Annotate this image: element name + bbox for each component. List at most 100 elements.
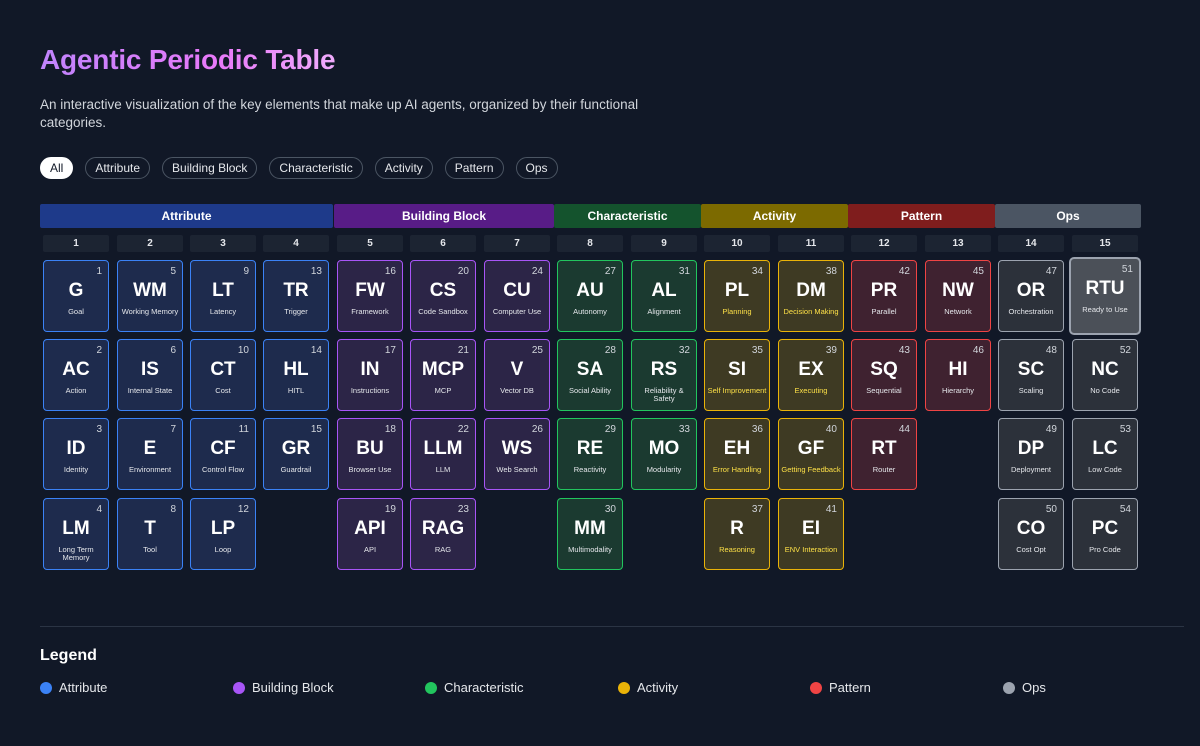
element-cell-hl[interactable]: 14 HL HITL bbox=[263, 339, 329, 411]
element-cell-sa[interactable]: 28 SA Social Ability bbox=[557, 339, 623, 411]
element-cell-gr[interactable]: 15 GR Guardrail bbox=[263, 418, 329, 490]
element-number: 27 bbox=[604, 266, 616, 277]
element-cell-lp[interactable]: 12 LP Loop bbox=[190, 498, 256, 570]
element-cell-rt[interactable]: 44 RT Router bbox=[851, 418, 917, 490]
element-cell-al[interactable]: 31 AL Alignment bbox=[631, 260, 697, 332]
filter-chip-attribute[interactable]: Attribute bbox=[85, 157, 151, 179]
element-cell-dm[interactable]: 38 DM Decision Making bbox=[778, 260, 844, 332]
element-cell-si[interactable]: 35 SI Self Improvement bbox=[704, 339, 770, 411]
category-header-building: Building Block bbox=[334, 204, 554, 228]
filter-chip-ops[interactable]: Ops bbox=[515, 157, 558, 179]
element-number: 17 bbox=[384, 345, 396, 356]
element-cell-rtu[interactable]: 51 RTU Ready to Use bbox=[1070, 258, 1140, 334]
element-number: 11 bbox=[238, 424, 249, 435]
element-cell-ac[interactable]: 2 AC Action bbox=[43, 339, 109, 411]
element-cell-ct[interactable]: 10 CT Cost bbox=[190, 339, 256, 411]
element-cell-gf[interactable]: 40 GF Getting Feedback bbox=[778, 418, 844, 490]
element-name: Long Term Memory bbox=[58, 545, 94, 562]
element-symbol: SI bbox=[728, 359, 746, 380]
element-cell-ws[interactable]: 26 WS Web Search bbox=[484, 418, 550, 490]
element-number: 26 bbox=[531, 424, 543, 435]
element-cell-au[interactable]: 27 AU Autonomy bbox=[557, 260, 623, 332]
filter-chip-activity[interactable]: Activity bbox=[374, 157, 433, 179]
element-cell-co[interactable]: 50 CO Cost Opt bbox=[998, 498, 1064, 570]
column-number: 11 bbox=[778, 235, 844, 252]
element-cell-e[interactable]: 7 E Environment bbox=[117, 418, 183, 490]
element-name: ENV Interaction bbox=[784, 545, 838, 554]
element-cell-pc[interactable]: 54 PC Pro Code bbox=[1072, 498, 1138, 570]
element-cell-ex[interactable]: 39 EX Executing bbox=[778, 339, 844, 411]
element-cell-nw[interactable]: 45 NW Network bbox=[925, 260, 991, 332]
element-number: 15 bbox=[310, 424, 322, 435]
element-cell-hi[interactable]: 46 HI Hierarchy bbox=[925, 339, 991, 411]
element-symbol: EI bbox=[802, 518, 820, 539]
element-number: 53 bbox=[1119, 424, 1131, 435]
legend-divider bbox=[40, 626, 1184, 627]
element-name: Modularity bbox=[646, 465, 682, 474]
element-cell-is[interactable]: 6 IS Internal State bbox=[117, 339, 183, 411]
element-cell-wm[interactable]: 5 WM Working Memory bbox=[117, 260, 183, 332]
element-cell-v[interactable]: 25 V Vector DB bbox=[484, 339, 550, 411]
element-cell-mcp[interactable]: 21 MCP MCP bbox=[410, 339, 476, 411]
element-cell-sc[interactable]: 48 SC Scaling bbox=[998, 339, 1064, 411]
element-cell-dp[interactable]: 49 DP Deployment bbox=[998, 418, 1064, 490]
element-cell-mm[interactable]: 30 MM Multimodality bbox=[557, 498, 623, 570]
element-cell-tr[interactable]: 13 TR Trigger bbox=[263, 260, 329, 332]
element-cell-fw[interactable]: 16 FW Framework bbox=[337, 260, 403, 332]
element-cell-id[interactable]: 3 ID Identity bbox=[43, 418, 109, 490]
element-cell-or[interactable]: 47 OR Orchestration bbox=[998, 260, 1064, 332]
filter-chip-pattern[interactable]: Pattern bbox=[444, 157, 504, 179]
page-subtitle: An interactive visualization of the key … bbox=[40, 97, 639, 130]
filter-chip-all[interactable]: All bbox=[40, 157, 74, 179]
element-cell-llm[interactable]: 22 LLM LLM bbox=[410, 418, 476, 490]
filter-chip-building-block[interactable]: Building Block bbox=[162, 157, 258, 179]
element-cell-eh[interactable]: 36 EH Error Handling bbox=[704, 418, 770, 490]
element-cell-cu[interactable]: 24 CU Computer Use bbox=[484, 260, 550, 332]
element-cell-r[interactable]: 37 R Reasoning bbox=[704, 498, 770, 570]
element-cell-g[interactable]: 1 G Goal bbox=[43, 260, 109, 332]
element-cell-mo[interactable]: 33 MO Modularity bbox=[631, 418, 697, 490]
element-name: Reactivity bbox=[573, 465, 607, 474]
element-number: 8 bbox=[170, 504, 176, 515]
element-cell-cf[interactable]: 11 CF Control Flow bbox=[190, 418, 256, 490]
element-cell-re[interactable]: 29 RE Reactivity bbox=[557, 418, 623, 490]
element-number: 14 bbox=[310, 345, 322, 356]
element-number: 9 bbox=[243, 266, 249, 277]
element-cell-lc[interactable]: 53 LC Low Code bbox=[1072, 418, 1138, 490]
element-cell-in[interactable]: 17 IN Instructions bbox=[337, 339, 403, 411]
element-cell-lt[interactable]: 9 LT Latency bbox=[190, 260, 256, 332]
element-cell-lm[interactable]: 4 LM Long Term Memory bbox=[43, 498, 109, 570]
column-number: 9 bbox=[631, 235, 697, 252]
legend-label: Ops bbox=[1022, 680, 1046, 695]
element-cell-pr[interactable]: 42 PR Parallel bbox=[851, 260, 917, 332]
element-symbol: CO bbox=[1016, 518, 1046, 539]
element-number: 48 bbox=[1045, 345, 1057, 356]
element-name: Parallel bbox=[871, 307, 897, 316]
element-number: 47 bbox=[1045, 266, 1057, 277]
element-cell-ei[interactable]: 41 EI ENV Interaction bbox=[778, 498, 844, 570]
column-number: 12 bbox=[851, 235, 917, 252]
element-name: Hierarchy bbox=[941, 386, 975, 395]
element-name: MCP bbox=[434, 386, 452, 395]
element-number: 5 bbox=[170, 266, 176, 277]
element-symbol: NW bbox=[942, 280, 974, 301]
element-cell-sq[interactable]: 43 SQ Sequential bbox=[851, 339, 917, 411]
element-cell-rag[interactable]: 23 RAG RAG bbox=[410, 498, 476, 570]
column-number: 14 bbox=[998, 235, 1064, 252]
filter-chip-characteristic[interactable]: Characteristic bbox=[269, 157, 363, 179]
element-symbol: RT bbox=[871, 438, 897, 459]
element-number: 4 bbox=[96, 504, 102, 515]
element-cell-rs[interactable]: 32 RS Reliability & Safety bbox=[631, 339, 697, 411]
element-cell-pl[interactable]: 34 PL Planning bbox=[704, 260, 770, 332]
element-cell-bu[interactable]: 18 BU Browser Use bbox=[337, 418, 403, 490]
element-name: API bbox=[363, 545, 377, 554]
column-number: 1 bbox=[43, 235, 109, 252]
element-cell-cs[interactable]: 20 CS Code Sandbox bbox=[410, 260, 476, 332]
element-cell-t[interactable]: 8 T Tool bbox=[117, 498, 183, 570]
element-symbol: DM bbox=[796, 280, 826, 301]
element-cell-api[interactable]: 19 API API bbox=[337, 498, 403, 570]
element-symbol: BU bbox=[356, 438, 384, 459]
element-number: 50 bbox=[1045, 504, 1057, 515]
element-cell-nc[interactable]: 52 NC No Code bbox=[1072, 339, 1138, 411]
element-number: 2 bbox=[96, 345, 102, 356]
